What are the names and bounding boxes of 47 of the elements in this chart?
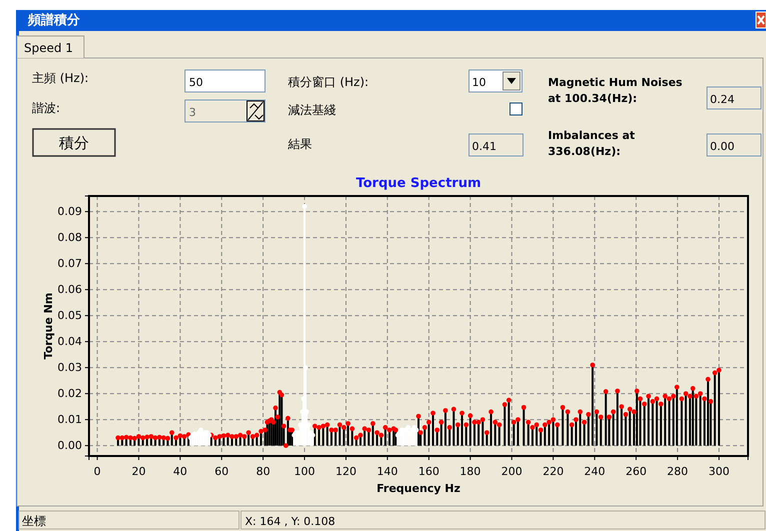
x-tick-label: 180 — [460, 465, 481, 478]
y-tick-label: 0.05 — [58, 309, 82, 322]
text: 0.41 — [472, 140, 496, 153]
text: 諧波: — [32, 101, 60, 115]
y-tick-label: 0.06 — [58, 283, 82, 296]
text: 減法基綫 — [288, 103, 336, 117]
y-tick-label: 0.00 — [58, 439, 82, 452]
text: 10 — [472, 76, 486, 89]
text: 結果 — [287, 137, 312, 151]
x-tick-label: 280 — [667, 465, 688, 478]
y-tick-label: 0.08 — [58, 231, 82, 244]
x-tick-label: 220 — [542, 465, 564, 478]
y-tick-label: 0.03 — [58, 361, 82, 374]
x-tick-label: 160 — [418, 465, 440, 478]
x-tick-label: 200 — [501, 465, 522, 478]
y-tick-label: 0.04 — [58, 335, 82, 348]
text: X: 164 , Y: 0.108 — [245, 515, 336, 528]
text: 積分 — [59, 134, 89, 152]
text: 3 — [189, 106, 196, 119]
x-axis-title: Frequency Hz — [376, 482, 460, 495]
y-tick-label: 0.02 — [58, 387, 82, 400]
y-tick-label: 0.09 — [58, 205, 82, 218]
chart-title: Torque Spectrum — [356, 176, 482, 191]
text: 主頻 (Hz): — [32, 71, 89, 85]
x-tick-label: 0 — [94, 465, 101, 478]
x-tick-label: 260 — [626, 465, 647, 478]
x-tick-label: 60 — [214, 465, 229, 478]
text: Speed 1 — [24, 41, 74, 55]
x-tick-label: 300 — [708, 465, 730, 478]
text: Imbalances at 336.08(Hz): — [548, 129, 635, 158]
text: 頻譜積分 — [27, 12, 81, 28]
x-tick-label: 240 — [584, 465, 606, 478]
text: 0.00 — [710, 140, 734, 153]
x-tick-label: 20 — [132, 465, 146, 478]
x-tick-label: 140 — [376, 465, 398, 478]
x-tick-label: 40 — [173, 465, 188, 478]
x-tick-label: 100 — [294, 465, 316, 478]
y-tick-label: 0.07 — [58, 257, 82, 270]
y-axis-title: Torque Nm — [42, 292, 55, 360]
text: 0.24 — [710, 93, 734, 106]
y-tick-label: 0.01 — [58, 413, 82, 426]
x-tick-label: 120 — [335, 465, 356, 478]
text: 積分窗口 (Hz): — [288, 75, 369, 89]
text: 50 — [189, 76, 203, 89]
text: 坐標 — [22, 514, 46, 528]
text: Magnetic Hum Noises at 100.34(Hz): — [548, 76, 683, 105]
x-tick-label: 80 — [256, 465, 270, 478]
